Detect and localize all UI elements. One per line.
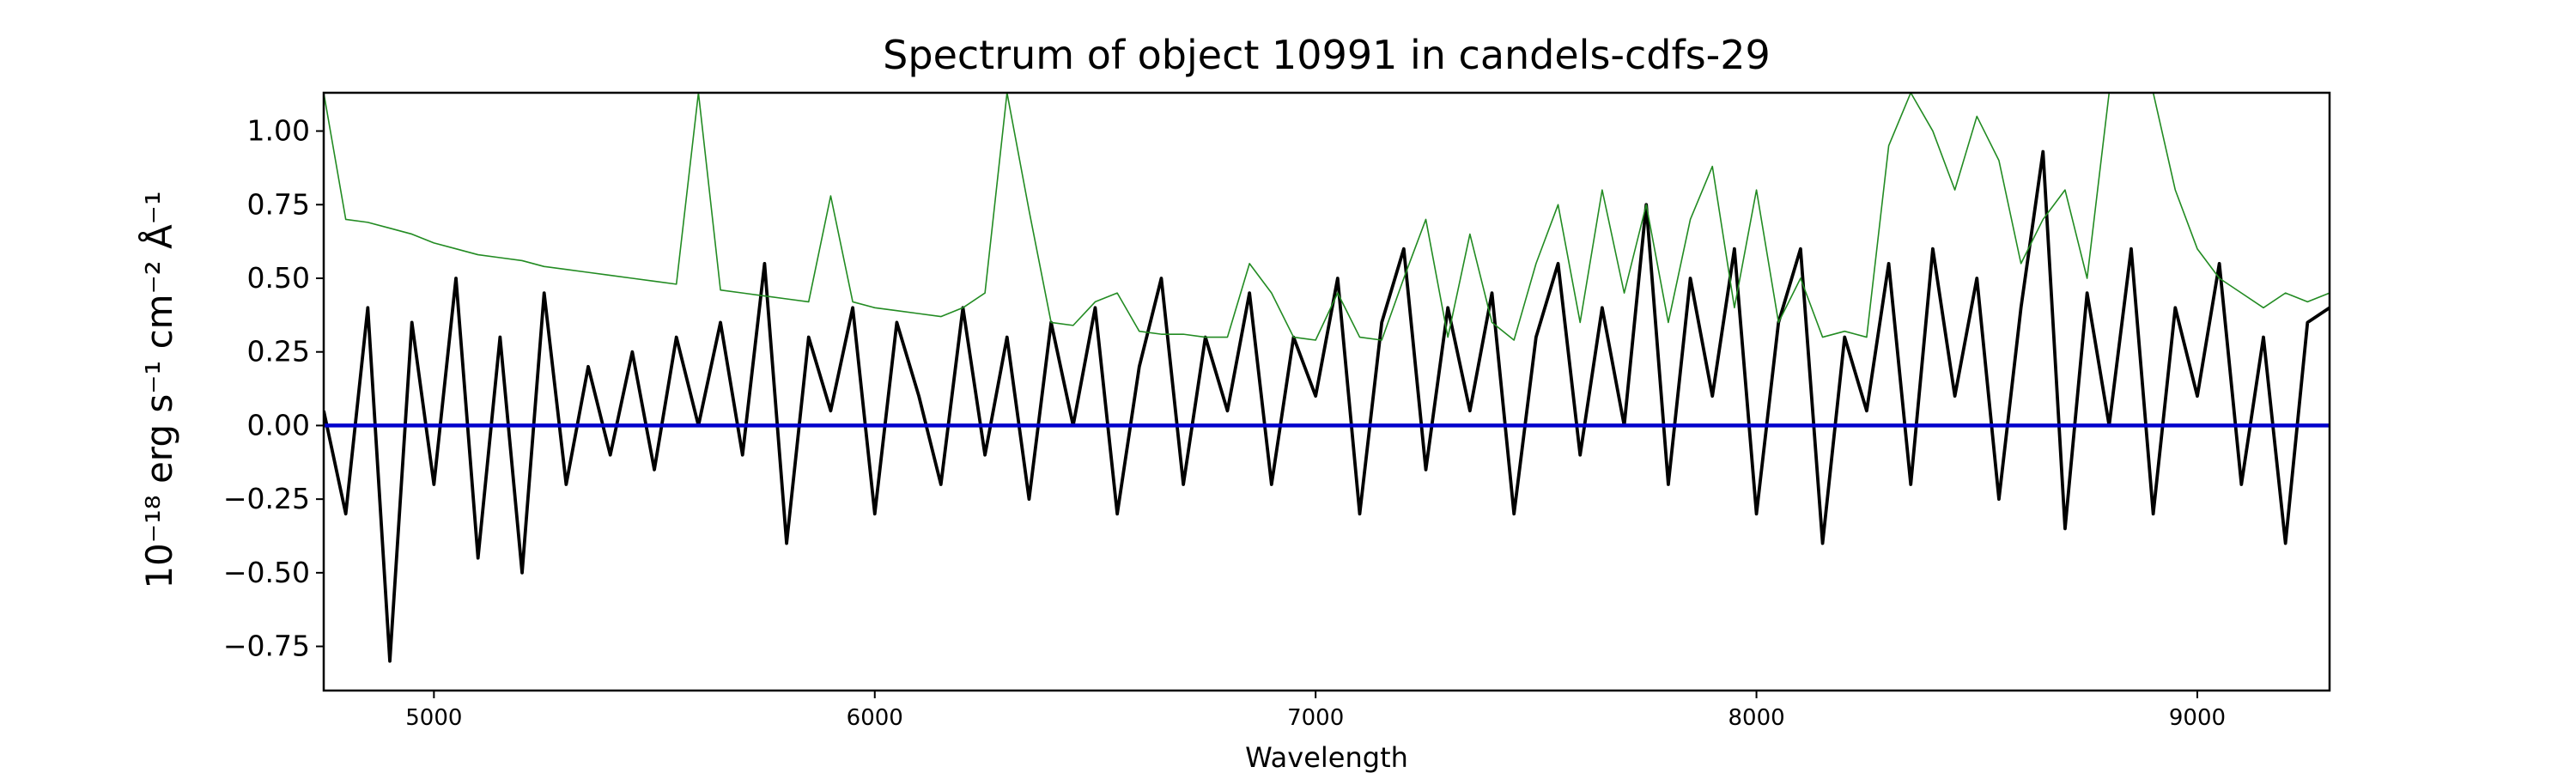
y-axis-label: 10⁻¹⁸ erg s⁻¹ cm⁻² Å⁻¹ bbox=[137, 191, 180, 588]
x-axis-label: Wavelength bbox=[1245, 741, 1408, 773]
x-tick-label: 5000 bbox=[405, 705, 462, 731]
x-tick-label: 9000 bbox=[2169, 705, 2226, 731]
x-tick-label: 6000 bbox=[847, 705, 903, 731]
x-tick-label: 7000 bbox=[1287, 705, 1344, 731]
y-tick-label: 1.00 bbox=[247, 114, 310, 148]
y-tick-label: 0.50 bbox=[247, 261, 310, 295]
plot-area bbox=[324, 93, 2330, 663]
y-tick-label: −0.25 bbox=[223, 482, 310, 515]
y-tick-label: 0.00 bbox=[247, 408, 310, 441]
x-tick-label: 8000 bbox=[1728, 705, 1784, 731]
axes-frame bbox=[322, 91, 2331, 692]
series-line bbox=[324, 149, 2330, 663]
y-tick-label: −0.50 bbox=[223, 556, 310, 589]
y-tick-label: −0.75 bbox=[223, 630, 310, 663]
chart-title: Spectrum of object 10991 in candels-cdfs… bbox=[883, 32, 1771, 78]
y-tick-label: 0.25 bbox=[247, 335, 310, 368]
y-tick-label: 0.75 bbox=[247, 187, 310, 221]
series-line bbox=[324, 93, 2330, 341]
